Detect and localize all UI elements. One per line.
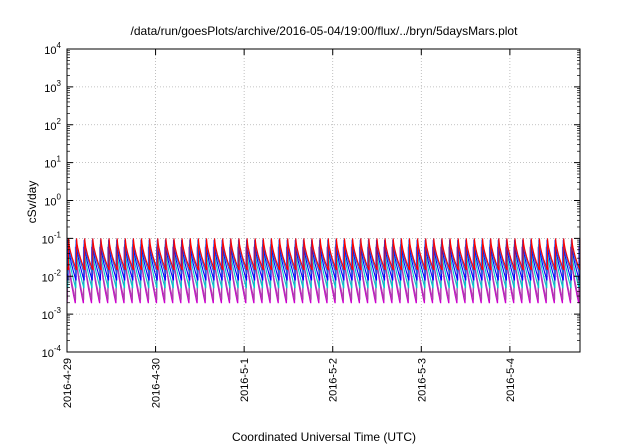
y-tick-base: 10 <box>44 197 56 209</box>
series-line <box>66 238 581 274</box>
y-tick-exponent: -3 <box>54 306 62 315</box>
series-layer <box>66 238 581 304</box>
y-tick-label: 104 <box>44 41 61 57</box>
series-line <box>66 240 581 281</box>
y-tick-label: 100 <box>44 193 61 209</box>
x-axis: 2016-4-29 2016-4-30 2016-5-1 2016-5-2 2016-5… <box>62 49 517 408</box>
y-axis-label: cSv/day <box>25 181 39 224</box>
series-line <box>66 248 581 300</box>
y-tick-label: 10-4 <box>42 344 62 360</box>
y-tick-exponent: 2 <box>57 117 62 126</box>
plot-frame <box>66 48 581 353</box>
y-tick-base: 10 <box>44 45 56 57</box>
series-line <box>67 244 581 289</box>
series-line <box>66 238 581 271</box>
x-tick-label: 2016-5-4 <box>505 358 517 402</box>
y-tick-exponent: 4 <box>57 41 62 50</box>
y-tick-base: 10 <box>44 121 56 133</box>
x-tick-label: 2016-5-2 <box>328 358 340 402</box>
y-tick-exponent: 1 <box>57 155 62 164</box>
y-tick-exponent: -1 <box>54 230 62 239</box>
chart-title: /data/run/goesPlots/archive/2016-05-04/1… <box>131 24 519 38</box>
grid <box>67 49 580 352</box>
y-tick-exponent: 0 <box>57 193 62 202</box>
x-axis-label: Coordinated Universal Time (UTC) <box>232 430 416 444</box>
x-tick-label: 2016-5-3 <box>416 358 428 402</box>
y-tick-label: 103 <box>44 79 61 95</box>
y-tick-label: 10-3 <box>42 306 62 322</box>
y-tick-label: 10-2 <box>42 268 62 284</box>
y-tick-label: 101 <box>44 155 61 171</box>
x-tick-label: 2016-5-1 <box>239 358 251 402</box>
y-tick-exponent: 3 <box>57 79 62 88</box>
y-tick-label: 102 <box>44 117 61 133</box>
y-tick-label: 10-1 <box>42 230 62 246</box>
y-tick-base: 10 <box>44 83 56 95</box>
y-tick-base: 10 <box>42 310 54 322</box>
x-tick-label: 2016-4-30 <box>151 358 163 408</box>
y-tick-exponent: -2 <box>54 268 62 277</box>
x-tick-label: 2016-4-29 <box>62 358 74 408</box>
y-tick-base: 10 <box>42 234 54 246</box>
y-tick-base: 10 <box>42 272 54 284</box>
y-tick-exponent: -4 <box>54 344 62 353</box>
y-tick-base: 10 <box>44 159 56 171</box>
y-tick-base: 10 <box>42 348 54 360</box>
